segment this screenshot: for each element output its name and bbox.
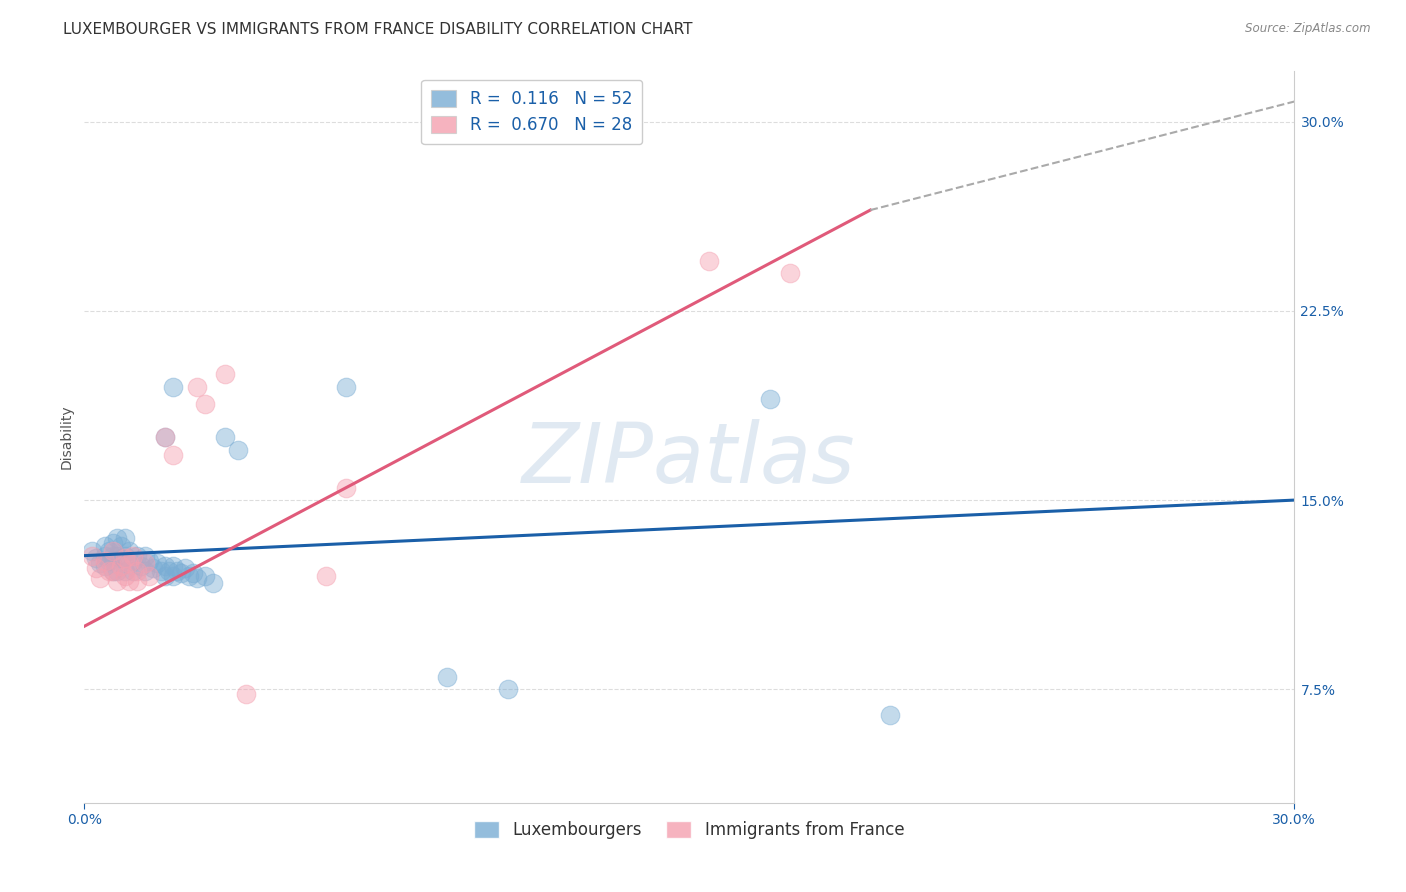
- Point: [162, 448, 184, 462]
- Point: [86, 561, 108, 575]
- Point: [101, 549, 124, 563]
- Point: [118, 543, 141, 558]
- Point: [105, 531, 128, 545]
- Point: [121, 564, 143, 578]
- Point: [157, 564, 180, 578]
- Point: [194, 569, 217, 583]
- Point: [214, 367, 236, 381]
- Point: [125, 549, 148, 563]
- Point: [186, 571, 208, 585]
- Point: [114, 564, 136, 578]
- Point: [82, 549, 104, 563]
- Point: [121, 554, 143, 568]
- Point: [93, 549, 115, 563]
- Point: [101, 543, 124, 558]
- Point: [129, 558, 152, 573]
- Point: [134, 564, 156, 578]
- Point: [496, 682, 519, 697]
- Point: [93, 554, 115, 568]
- Point: [134, 556, 156, 570]
- Point: [779, 266, 801, 280]
- Point: [114, 549, 136, 563]
- Point: [110, 539, 132, 553]
- Point: [153, 558, 176, 573]
- Point: [758, 392, 780, 407]
- Point: [114, 531, 136, 545]
- Point: [153, 430, 176, 444]
- Legend: Luxembourgers, Immigrants from France: Luxembourgers, Immigrants from France: [467, 814, 911, 846]
- Point: [121, 549, 143, 563]
- Point: [697, 253, 720, 268]
- Point: [335, 481, 357, 495]
- Point: [179, 569, 201, 583]
- Point: [110, 558, 132, 573]
- Point: [315, 569, 337, 583]
- Point: [97, 564, 120, 578]
- Point: [89, 571, 111, 585]
- Point: [125, 574, 148, 588]
- Point: [114, 569, 136, 583]
- Text: Source: ZipAtlas.com: Source: ZipAtlas.com: [1246, 22, 1371, 36]
- Point: [97, 554, 120, 568]
- Point: [86, 551, 108, 566]
- Point: [235, 687, 257, 701]
- Point: [170, 566, 193, 581]
- Point: [174, 561, 197, 575]
- Point: [82, 543, 104, 558]
- Point: [93, 558, 115, 573]
- Point: [93, 539, 115, 553]
- Point: [181, 566, 204, 581]
- Point: [134, 549, 156, 563]
- Point: [202, 576, 225, 591]
- Point: [226, 442, 249, 457]
- Point: [110, 551, 132, 566]
- Point: [162, 558, 184, 573]
- Point: [105, 564, 128, 578]
- Point: [879, 707, 901, 722]
- Point: [153, 569, 176, 583]
- Text: ZIPatlas: ZIPatlas: [522, 418, 856, 500]
- Point: [138, 554, 160, 568]
- Point: [142, 561, 165, 575]
- Point: [97, 543, 120, 558]
- Text: LUXEMBOURGER VS IMMIGRANTS FROM FRANCE DISABILITY CORRELATION CHART: LUXEMBOURGER VS IMMIGRANTS FROM FRANCE D…: [63, 22, 693, 37]
- Point: [194, 397, 217, 411]
- Point: [186, 379, 208, 393]
- Point: [166, 564, 188, 578]
- Point: [436, 670, 458, 684]
- Point: [105, 574, 128, 588]
- Y-axis label: Disability: Disability: [59, 405, 73, 469]
- Point: [118, 556, 141, 570]
- Point: [118, 574, 141, 588]
- Point: [125, 564, 148, 578]
- Point: [114, 551, 136, 566]
- Point: [105, 549, 128, 563]
- Point: [153, 430, 176, 444]
- Point: [101, 564, 124, 578]
- Point: [101, 564, 124, 578]
- Point: [162, 569, 184, 583]
- Point: [162, 379, 184, 393]
- Point: [101, 536, 124, 550]
- Point: [335, 379, 357, 393]
- Point: [138, 569, 160, 583]
- Point: [214, 430, 236, 444]
- Point: [146, 556, 169, 570]
- Point: [89, 556, 111, 570]
- Point: [149, 564, 172, 578]
